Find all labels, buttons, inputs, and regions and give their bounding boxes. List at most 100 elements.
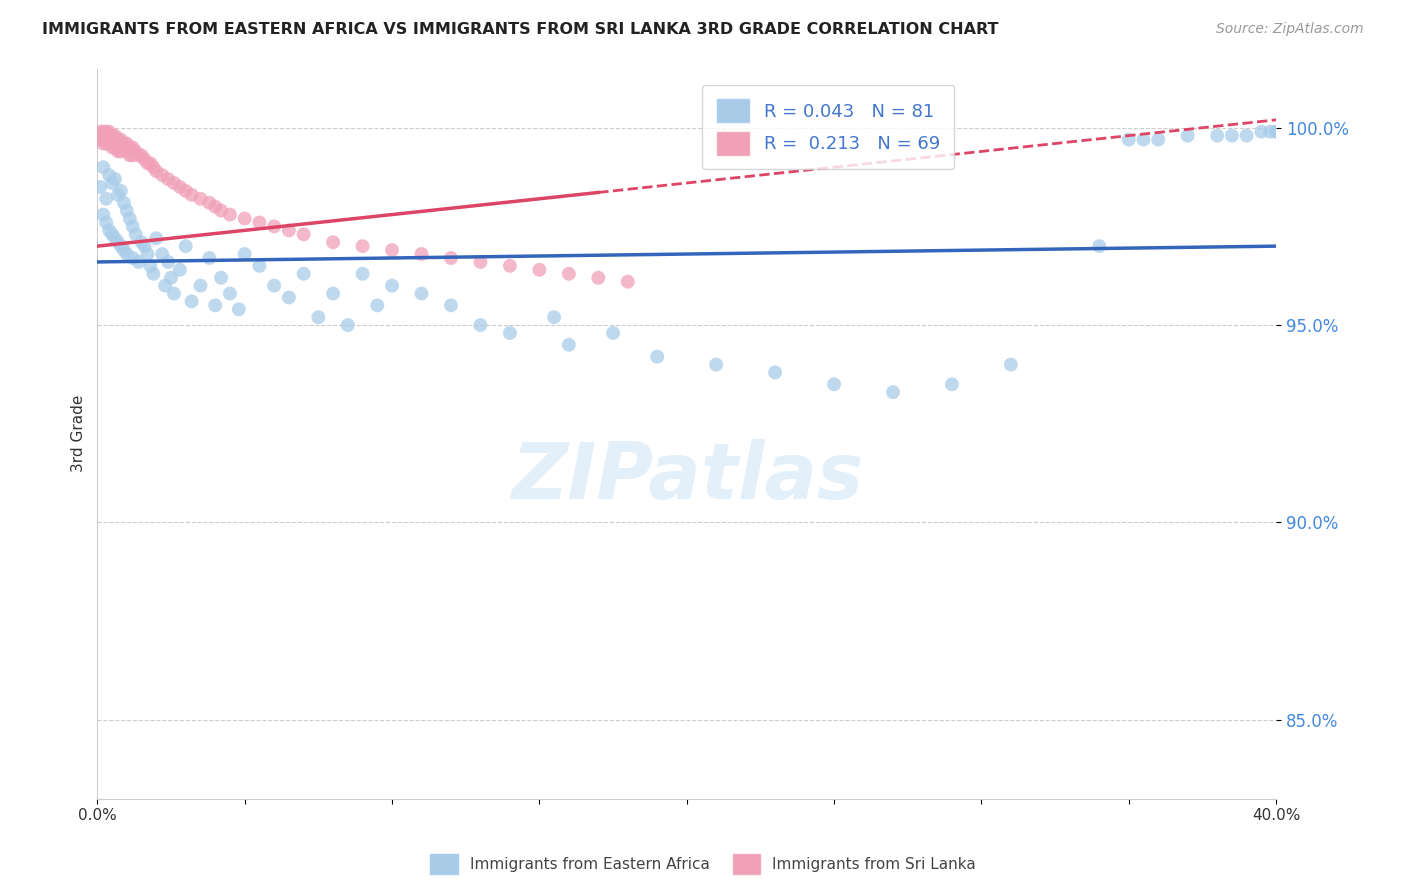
- Point: [558, 267, 581, 281]
- Point: [249, 259, 271, 273]
- Point: [134, 239, 156, 253]
- Point: [104, 132, 127, 146]
- Point: [543, 310, 565, 325]
- Point: [1265, 125, 1288, 139]
- Point: [292, 267, 315, 281]
- Point: [110, 184, 132, 198]
- Point: [263, 278, 285, 293]
- Point: [118, 148, 141, 162]
- Point: [101, 176, 124, 190]
- Point: [263, 219, 285, 234]
- Point: [121, 251, 143, 265]
- Point: [209, 270, 232, 285]
- Point: [307, 310, 329, 325]
- Point: [96, 128, 118, 143]
- Point: [110, 145, 132, 159]
- Point: [588, 270, 610, 285]
- Point: [292, 227, 315, 242]
- Point: [160, 270, 183, 285]
- Point: [1000, 358, 1022, 372]
- Point: [98, 223, 121, 237]
- Point: [98, 128, 121, 143]
- Point: [101, 227, 124, 242]
- Point: [89, 180, 111, 194]
- Point: [169, 262, 191, 277]
- Point: [107, 132, 129, 146]
- Point: [98, 125, 121, 139]
- Point: [112, 195, 135, 210]
- Point: [131, 235, 153, 250]
- Text: Source: ZipAtlas.com: Source: ZipAtlas.com: [1216, 22, 1364, 37]
- Point: [104, 140, 127, 154]
- Point: [823, 377, 845, 392]
- Point: [131, 148, 153, 162]
- Point: [89, 128, 111, 143]
- Point: [277, 223, 299, 237]
- Point: [110, 132, 132, 146]
- Point: [322, 235, 344, 250]
- Point: [209, 203, 232, 218]
- Point: [124, 145, 146, 159]
- Point: [1265, 125, 1288, 139]
- Point: [941, 377, 963, 392]
- Point: [411, 247, 433, 261]
- Point: [219, 286, 242, 301]
- Point: [104, 128, 127, 143]
- Point: [89, 132, 111, 146]
- Point: [150, 247, 173, 261]
- Point: [163, 286, 186, 301]
- Point: [91, 125, 114, 139]
- Point: [1220, 128, 1243, 143]
- Point: [233, 211, 256, 226]
- Point: [139, 259, 162, 273]
- Point: [470, 255, 492, 269]
- Point: [136, 156, 159, 170]
- Point: [91, 136, 114, 151]
- Point: [204, 200, 226, 214]
- Point: [228, 302, 250, 317]
- Point: [121, 148, 143, 162]
- Point: [98, 168, 121, 182]
- Point: [112, 140, 135, 154]
- Point: [157, 255, 180, 269]
- Point: [124, 227, 146, 242]
- Point: [219, 208, 242, 222]
- Point: [101, 132, 124, 146]
- Point: [1088, 239, 1111, 253]
- Point: [128, 148, 150, 162]
- Point: [163, 176, 186, 190]
- Point: [602, 326, 624, 340]
- Point: [107, 145, 129, 159]
- Point: [91, 132, 114, 146]
- Point: [121, 219, 143, 234]
- Point: [277, 290, 299, 304]
- Point: [882, 385, 904, 400]
- Point: [118, 140, 141, 154]
- Point: [110, 136, 132, 151]
- Point: [107, 187, 129, 202]
- Point: [142, 267, 165, 281]
- Point: [136, 247, 159, 261]
- Point: [89, 125, 111, 139]
- Point: [499, 259, 522, 273]
- Point: [352, 267, 374, 281]
- Point: [96, 136, 118, 151]
- Point: [153, 278, 176, 293]
- Point: [150, 168, 173, 182]
- Point: [104, 172, 127, 186]
- Point: [101, 128, 124, 143]
- Point: [115, 145, 138, 159]
- Point: [190, 192, 212, 206]
- Point: [322, 286, 344, 301]
- Legend: R = 0.043   N = 81, R =  0.213   N = 69: R = 0.043 N = 81, R = 0.213 N = 69: [702, 85, 955, 169]
- Point: [1206, 128, 1229, 143]
- Point: [110, 239, 132, 253]
- Point: [470, 318, 492, 332]
- Point: [1147, 132, 1170, 146]
- Point: [107, 136, 129, 151]
- Point: [112, 136, 135, 151]
- Text: IMMIGRANTS FROM EASTERN AFRICA VS IMMIGRANTS FROM SRI LANKA 3RD GRADE CORRELATIO: IMMIGRANTS FROM EASTERN AFRICA VS IMMIGR…: [42, 22, 998, 37]
- Point: [174, 239, 197, 253]
- Point: [1132, 132, 1154, 146]
- Point: [1177, 128, 1199, 143]
